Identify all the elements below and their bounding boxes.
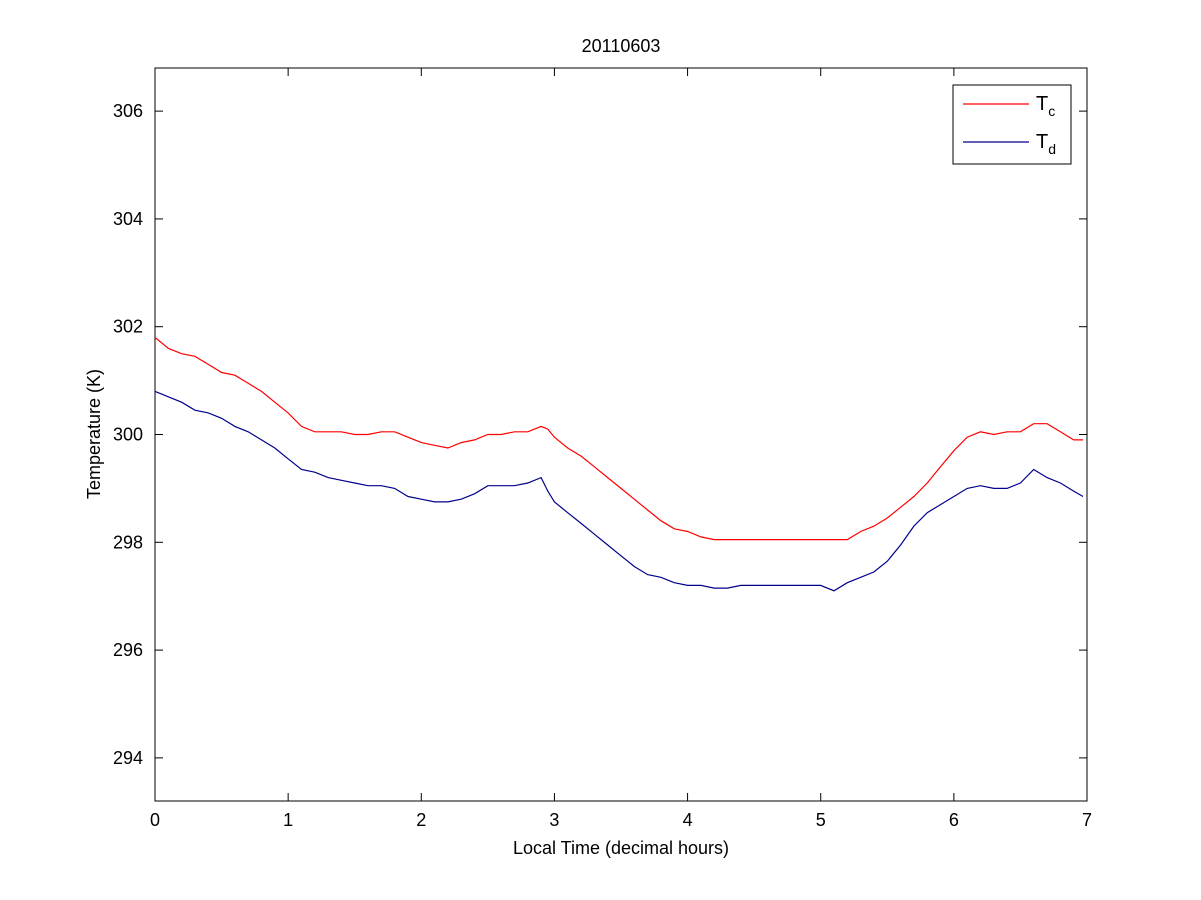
chart-title: 20110603 xyxy=(582,36,661,56)
y-axis-label: Temperature (K) xyxy=(84,369,104,499)
legend: Tc Td xyxy=(952,84,1072,165)
y-tick-label: 300 xyxy=(113,425,143,445)
x-tick-label: 2 xyxy=(416,810,426,830)
series-line-tc xyxy=(154,337,1083,541)
y-tick-label: 294 xyxy=(113,748,143,768)
x-tick-label: 1 xyxy=(283,810,293,830)
y-tick-label: 302 xyxy=(113,317,143,337)
x-axis-label: Local Time (decimal hours) xyxy=(513,838,729,858)
legend-label-td: Td xyxy=(1036,131,1056,157)
series-lines xyxy=(154,337,1084,592)
x-tick-label: 3 xyxy=(549,810,559,830)
x-tick-label: 7 xyxy=(1082,810,1092,830)
x-tick-label: 6 xyxy=(949,810,959,830)
axes-ticks: 0 1 2 3 4 5 6 7 294 296 298 300 302 304 306 xyxy=(113,68,1092,830)
series-line-td xyxy=(154,390,1084,592)
y-tick-label: 296 xyxy=(113,640,143,660)
legend-label-tc: Tc xyxy=(1036,93,1055,119)
x-tick-label: 0 xyxy=(150,810,160,830)
y-tick-label: 306 xyxy=(113,101,143,121)
y-tick-label: 304 xyxy=(113,209,143,229)
plot-area xyxy=(154,67,1088,802)
legend-box xyxy=(952,84,1072,165)
y-tick-label: 298 xyxy=(113,532,143,552)
x-tick-label: 4 xyxy=(683,810,693,830)
x-tick-label: 5 xyxy=(816,810,826,830)
